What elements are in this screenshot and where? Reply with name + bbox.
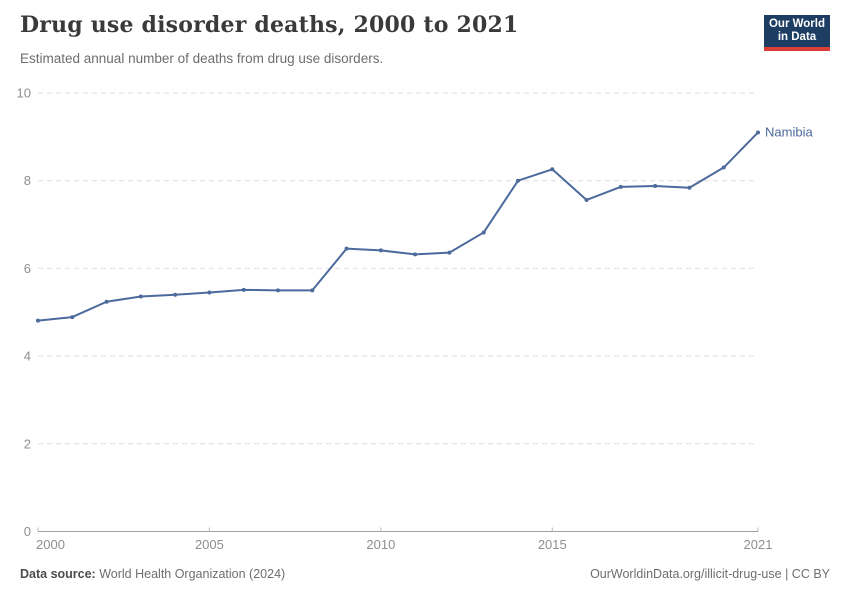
data-point xyxy=(756,130,760,135)
data-point xyxy=(207,290,212,295)
data-point xyxy=(70,315,75,320)
x-tick-label: 2000 xyxy=(36,537,65,552)
data-line-namibia[interactable] xyxy=(37,131,759,322)
data-point xyxy=(481,230,486,235)
chart-footer: Data source: World Health Organization (… xyxy=(20,567,830,581)
data-source-value: World Health Organization (2024) xyxy=(99,567,286,581)
data-point xyxy=(173,292,178,297)
data-source-label: Data source: xyxy=(20,567,96,581)
data-point xyxy=(721,165,726,170)
data-point xyxy=(241,287,246,292)
x-tick-label: 2010 xyxy=(366,537,395,552)
data-point xyxy=(344,246,349,251)
y-tick-label: 4 xyxy=(24,349,31,364)
data-point xyxy=(276,288,280,293)
data-point xyxy=(378,248,383,253)
y-tick-label: 6 xyxy=(24,261,31,276)
x-tick-label: 2021 xyxy=(744,537,773,552)
data-point xyxy=(310,288,315,293)
y-tick-label: 0 xyxy=(24,524,31,539)
data-point xyxy=(36,318,40,323)
page-title: Drug use disorder deaths, 2000 to 2021 xyxy=(20,12,519,38)
data-point xyxy=(550,167,555,172)
y-tick-label: 2 xyxy=(24,436,31,451)
y-tick-label: 8 xyxy=(24,173,31,188)
data-point xyxy=(653,183,658,188)
data-source-note: Data source: World Health Organization (… xyxy=(20,567,285,581)
data-point xyxy=(138,294,143,299)
attribution-note: OurWorldinData.org/illicit-drug-use | CC… xyxy=(590,567,830,581)
series-label-namibia[interactable]: Namibia xyxy=(765,124,813,139)
y-tick-label: 10 xyxy=(17,86,31,101)
chart-subtitle: Estimated annual number of deaths from d… xyxy=(20,51,384,66)
owid-logo[interactable]: Our World in Data xyxy=(764,15,830,51)
x-tick-label: 2015 xyxy=(538,537,567,552)
data-point xyxy=(618,184,623,189)
data-point xyxy=(687,185,692,190)
x-tick-label: 2005 xyxy=(195,537,224,552)
owid-logo-line1: Our World xyxy=(768,18,825,30)
data-point xyxy=(516,178,520,183)
data-point xyxy=(447,250,452,255)
data-point xyxy=(584,197,589,202)
license-label: CC BY xyxy=(791,567,830,581)
attribution-separator: | xyxy=(785,567,789,581)
owid-logo-line2: in Data xyxy=(777,31,817,43)
data-point xyxy=(413,252,418,257)
data-point xyxy=(104,299,109,304)
owid-url-link[interactable]: OurWorldinData.org/illicit-drug-use xyxy=(590,567,782,581)
